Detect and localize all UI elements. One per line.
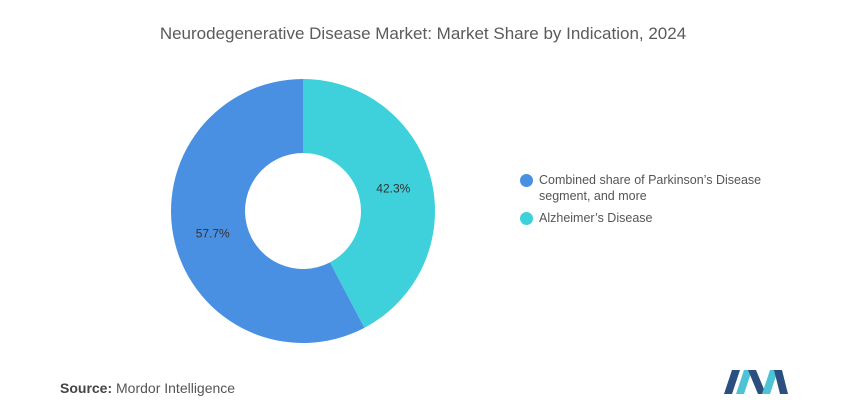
donut-slices <box>170 79 435 343</box>
donut-slice-0[interactable] <box>303 79 435 328</box>
legend-label-alzheimers: Alzheimer’s Disease <box>539 211 653 225</box>
chart-title: Neurodegenerative Disease Market: Market… <box>159 24 687 43</box>
legend-item-alzheimers[interactable]: Alzheimer’s Disease <box>520 210 810 226</box>
source-label: Source: <box>60 380 113 396</box>
legend-item-combined[interactable]: Combined share of Parkinson’s Disease se… <box>520 172 810 204</box>
source-text: Mordor Intelligence <box>116 380 236 396</box>
donut-slice-labels: 42.3% 57.7% <box>196 182 411 241</box>
chart-legend: Combined share of Parkinson’s Disease se… <box>520 172 810 232</box>
slice-label-1: 57.7% <box>196 226 230 240</box>
slice-label-0: 42.3% <box>376 182 410 196</box>
legend-marker-alzheimers <box>520 212 533 225</box>
source-note: Source: Mordor Intelligence <box>60 380 235 396</box>
legend-marker-combined <box>520 174 533 187</box>
legend-label-combined: Combined share of Parkinson’s Disease se… <box>539 173 762 203</box>
mordor-intelligence-logo <box>724 370 788 394</box>
donut-slice-1[interactable] <box>170 79 365 343</box>
